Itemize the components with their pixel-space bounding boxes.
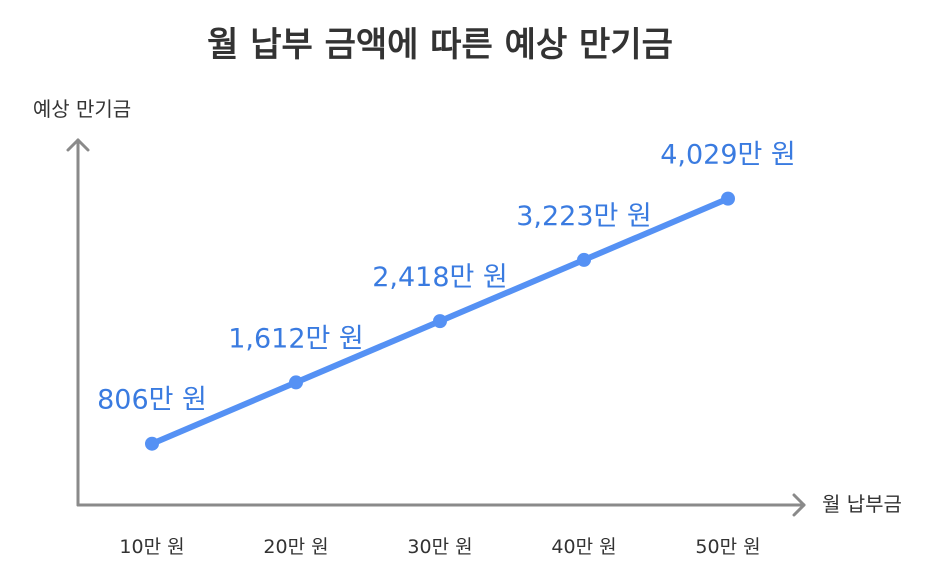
x-axis-arrow-icon (792, 493, 806, 517)
y-axis-label: 예상 만기금 (33, 97, 131, 121)
data-point (145, 436, 159, 451)
x-tick-label: 30만 원 (407, 536, 472, 558)
y-axis-arrow-icon (66, 138, 90, 152)
data-point (289, 375, 303, 390)
data-label: 4,029만 원 (660, 140, 796, 171)
data-label: 2,418만 원 (372, 262, 508, 293)
x-tick-label: 50만 원 (695, 536, 760, 558)
chart-marks: 806만 원 10만 원 1,612만 원 20만 원 2,418만 원 30만 원 3,2… (97, 140, 796, 558)
x-tick-label: 20만 원 (263, 536, 328, 558)
x-axis-label: 월 납부금 (822, 492, 902, 516)
data-point (433, 314, 447, 329)
data-label: 806만 원 (97, 385, 207, 416)
data-label: 1,612만 원 (228, 323, 364, 354)
x-tick-label: 40만 원 (551, 536, 616, 558)
chart-title: 월 납부 금액에 따른 예상 만기금 (207, 25, 673, 65)
x-tick-label: 10만 원 (119, 536, 184, 558)
data-label: 3,223만 원 (516, 201, 652, 232)
data-point (577, 252, 591, 267)
data-point (721, 191, 735, 206)
